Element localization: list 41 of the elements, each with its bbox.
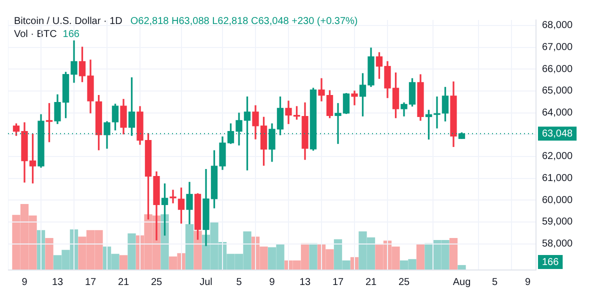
chart-title: Bitcoin / U.S. Dollar · 1D <box>14 16 122 27</box>
bar <box>309 243 318 270</box>
text: 166 <box>62 28 80 40</box>
x-tick-label: 9 <box>22 276 28 288</box>
ref-line-label: 63,048 <box>542 128 574 140</box>
y-tick-label: 59,000 <box>542 216 574 228</box>
x-tick-label: 21 <box>118 276 130 288</box>
y-tick-label: 67,000 <box>542 42 574 54</box>
bar <box>416 244 425 270</box>
x-tick-label: 25 <box>398 276 410 288</box>
x-tick-label: 13 <box>52 276 64 288</box>
bar <box>185 224 194 270</box>
bar <box>128 233 136 270</box>
x-tick-label: 5 <box>492 276 498 288</box>
bar <box>45 238 54 270</box>
x-tick-label: 9 <box>269 276 276 288</box>
bar <box>160 214 169 270</box>
text: 166 <box>542 256 560 268</box>
candlestick <box>170 190 176 204</box>
annotation: O62,818 H63,088 L62,818 C63,048 +230 (+0.37%) <box>130 16 358 27</box>
x-tick-label: Aug <box>452 276 471 288</box>
y-tick-label: 58,000 <box>542 238 574 250</box>
y-tick-label: 64,000 <box>542 108 574 119</box>
y-tick-label: 65,000 <box>542 86 574 97</box>
x-tick-label: 21 <box>365 276 377 288</box>
bar <box>449 238 458 270</box>
x-tick-label: 9 <box>524 276 531 288</box>
x-tick-label: 17 <box>84 276 96 288</box>
x-tick-label: 25 <box>150 276 162 288</box>
y-tick-label: 66,000 <box>542 64 574 75</box>
bar <box>119 255 128 270</box>
x-tick-label: 5 <box>236 276 242 288</box>
y-tick-label: 61,000 <box>542 173 574 184</box>
y-tick-label: 60,000 <box>542 194 574 206</box>
x-tick-label: 17 <box>332 276 344 288</box>
bar <box>458 265 466 270</box>
y-tick-label: 62,000 <box>542 151 574 162</box>
x-tick-label: 13 <box>299 276 311 288</box>
x-tick-label: Jul <box>200 276 212 288</box>
candlestick <box>351 90 358 106</box>
y-tick-label: 68,000 <box>542 20 574 32</box>
